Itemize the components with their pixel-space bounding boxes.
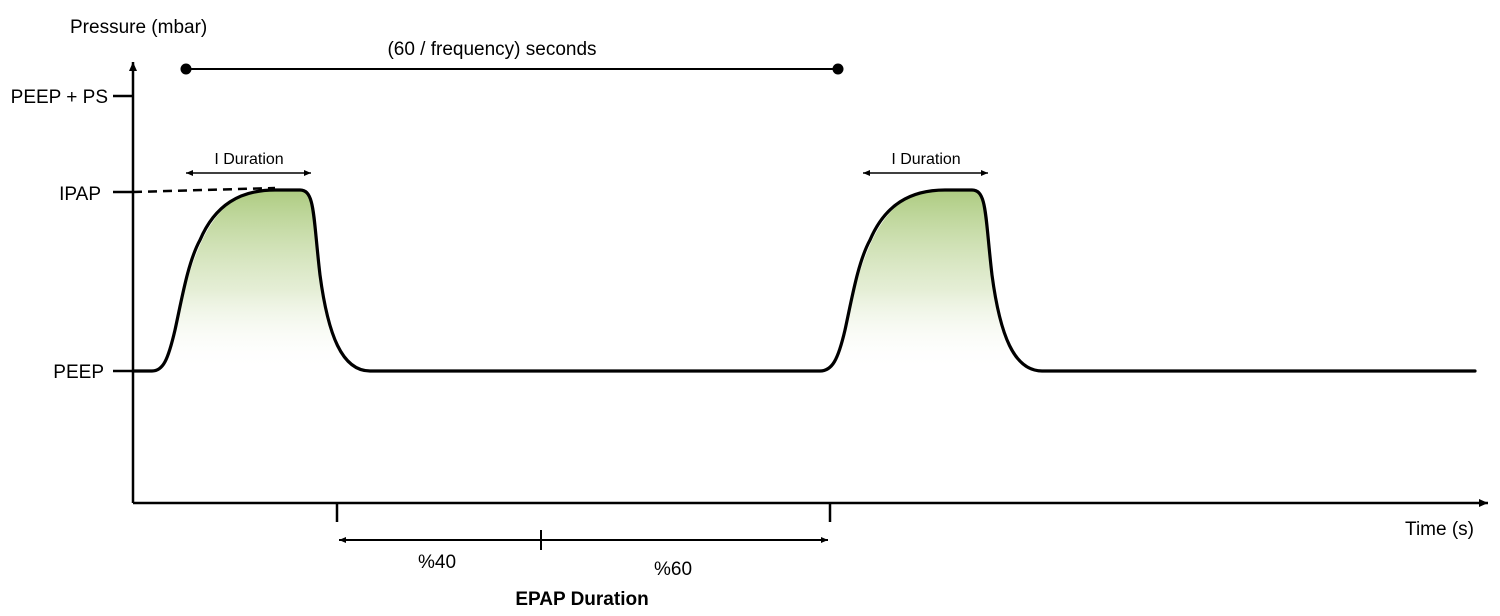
level-label-peep-ps: PEEP + PS — [11, 87, 108, 108]
period-label: (60 / frequency) seconds — [387, 39, 596, 60]
y-axis-label: Pressure (mbar) — [70, 17, 207, 38]
i-duration-label-1: I Duration — [214, 151, 283, 168]
level-label-peep: PEEP — [53, 362, 104, 383]
period-start-dot — [180, 63, 192, 75]
period-end-dot — [832, 63, 844, 75]
i-duration-label-2: I Duration — [891, 151, 960, 168]
ipap-dashed-line — [132, 186, 276, 194]
breath-fill-2 — [835, 190, 1042, 371]
epap-duration-label: EPAP Duration — [515, 589, 648, 610]
x-axis-label: Time (s) — [1405, 519, 1474, 540]
pressure-waveform — [131, 188, 1477, 373]
level-label-ipap: IPAP — [59, 184, 101, 205]
pct-40-label: %40 — [418, 552, 456, 573]
breath-fill-1 — [165, 190, 370, 371]
pct-60-label: %60 — [654, 559, 692, 580]
